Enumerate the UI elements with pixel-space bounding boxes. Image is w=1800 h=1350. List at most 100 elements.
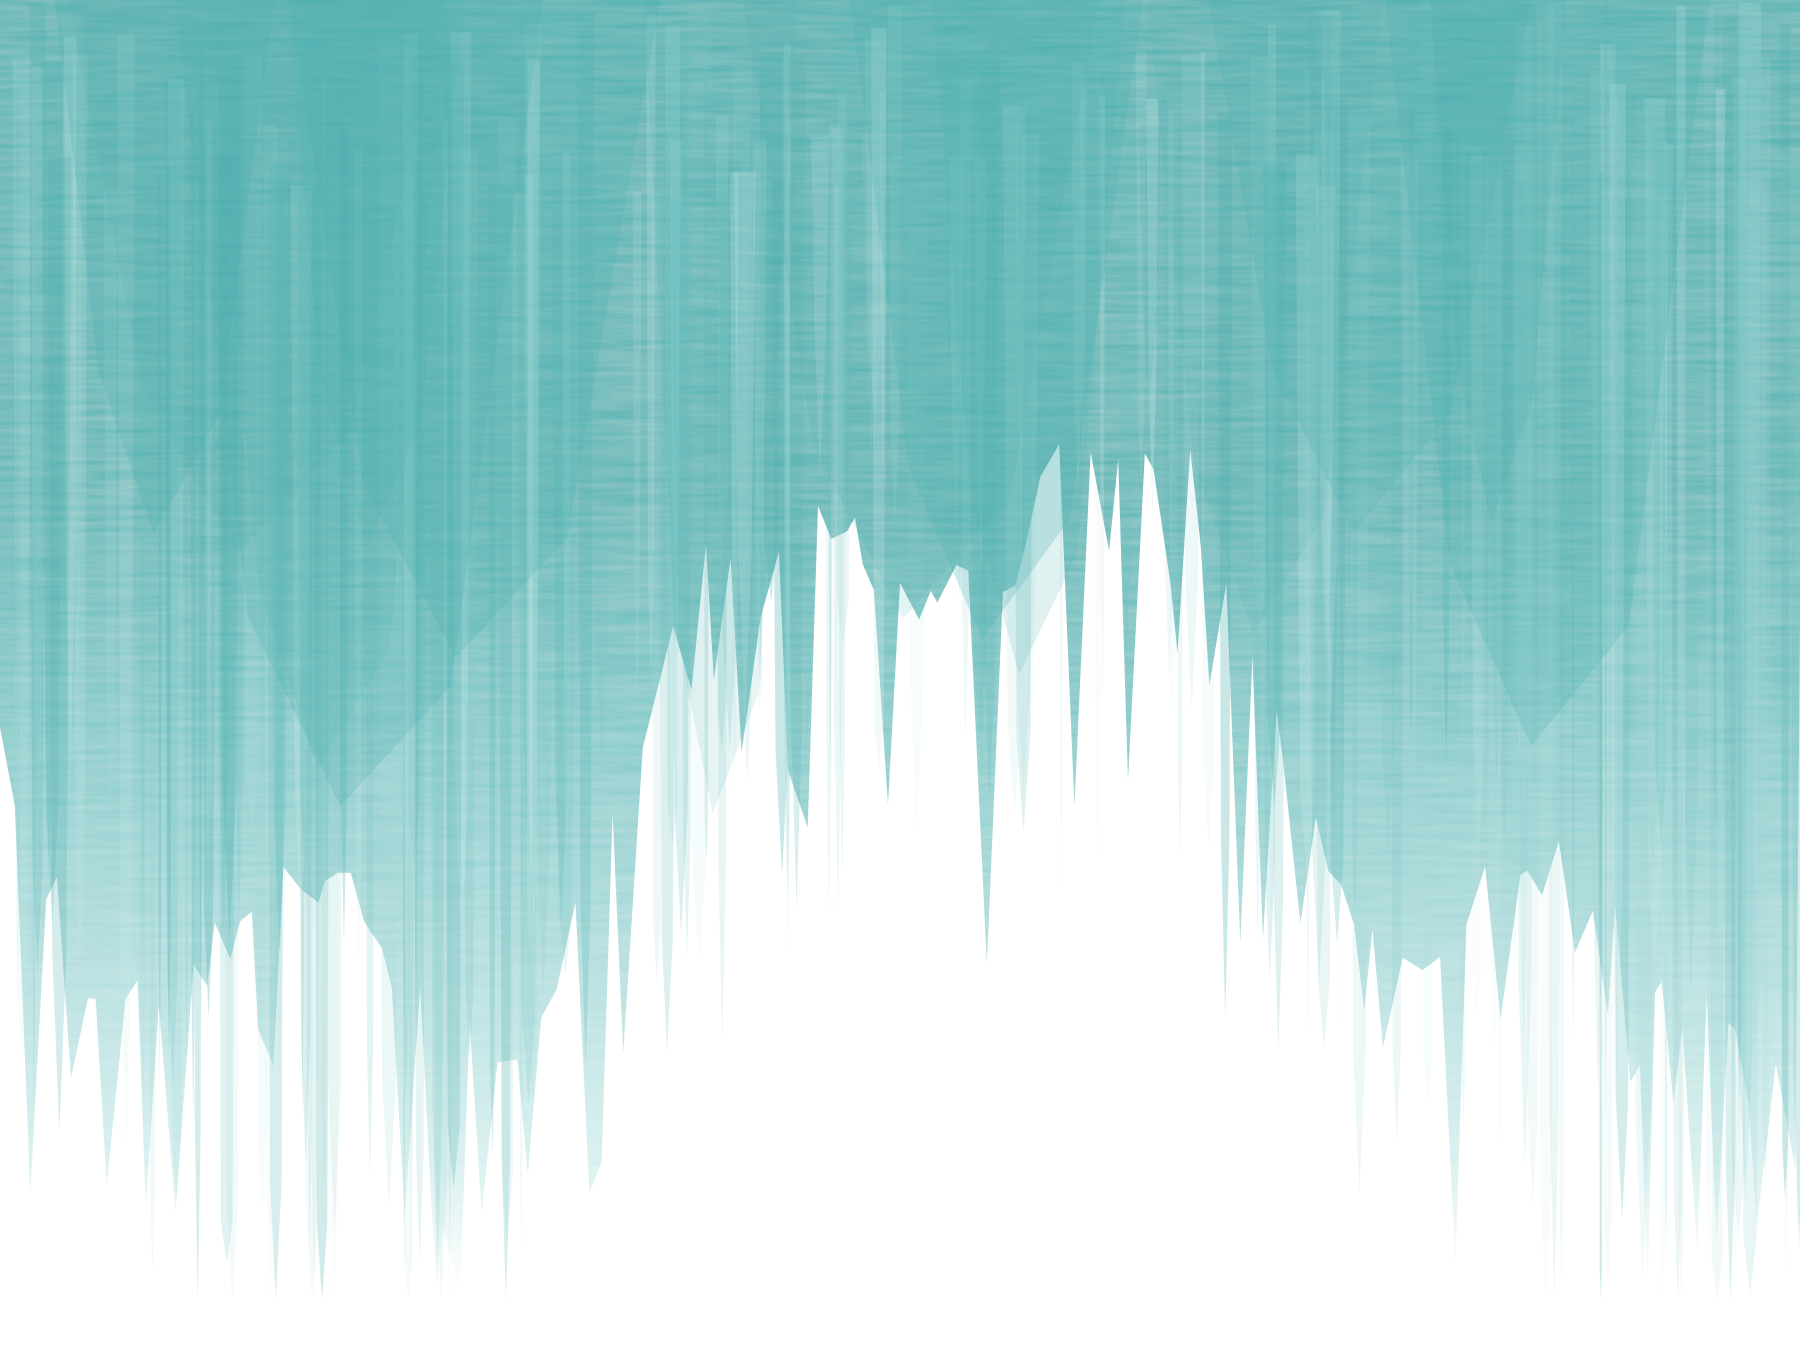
brush-streak: [1733, 77, 1746, 1135]
brush-streak: [324, 90, 345, 1235]
brush-streak: [206, 144, 216, 850]
brush-streak: [553, 23, 577, 974]
brush-streak: [1590, 70, 1607, 1096]
brush-streak: [1071, 63, 1085, 489]
brush-streak: [58, 24, 72, 636]
brush-streak: [498, 187, 514, 1300]
brush-streak: [736, 126, 759, 782]
brush-streak: [217, 165, 237, 1263]
brush-streak: [431, 30, 452, 1300]
brush-streak: [1200, 52, 1206, 598]
brush-streak: [671, 199, 689, 597]
brush-streak: [1307, 15, 1331, 979]
brush-streak: [1094, 51, 1101, 862]
brush-streak: [1316, 2, 1319, 584]
pigment-pool: [67, 0, 445, 553]
brush-streak: [204, 120, 213, 897]
brush-streak: [669, 139, 683, 558]
pigment-pool: [644, 0, 797, 814]
brush-streak: [326, 160, 341, 1300]
brush-streak: [1250, 57, 1270, 632]
brush-streak: [1733, 24, 1758, 1203]
brush-streak: [1262, 164, 1286, 809]
brush-streak: [164, 80, 181, 1087]
brush-streak: [458, 149, 478, 830]
brush-streak: [953, 87, 965, 601]
brush-streak: [989, 37, 999, 406]
brush-streak: [1612, 34, 1633, 1219]
brush-streak: [1738, 2, 1762, 1296]
brush-streak: [787, 0, 798, 676]
brush-streak: [1199, 185, 1218, 847]
brush-streak: [1177, 132, 1184, 855]
brush-streak: [1350, 132, 1359, 916]
brush-streak: [1735, 16, 1743, 1076]
brush-streak: [979, 57, 1000, 800]
brush-streak: [1336, 129, 1340, 1048]
brush-streak: [1709, 107, 1729, 844]
pigment-pool: [54, 0, 275, 534]
brush-streak: [1651, 125, 1671, 844]
brush-streak: [401, 102, 416, 1300]
brush-streak: [1441, 126, 1451, 768]
brush-streak: [498, 118, 517, 1247]
brush-streak: [510, 192, 527, 830]
brush-streak: [313, 128, 331, 1301]
brush-streak: [1139, 125, 1162, 395]
brush-streak: [403, 34, 418, 1177]
brush-streak: [31, 108, 36, 1116]
brush-streak: [1146, 99, 1159, 528]
brush-streak: [257, 28, 263, 1083]
brush-streak: [302, 138, 322, 1301]
brush-streak: [1420, 1, 1435, 1101]
brush-streak: [157, 174, 163, 1081]
pigment-pool: [286, 0, 466, 547]
brush-streak: [241, 55, 262, 836]
brush-streak: [524, 21, 542, 1109]
brush-streak: [917, 176, 921, 551]
brush-streak: [531, 145, 555, 997]
brush-streak: [1327, 74, 1339, 835]
brush-streak: [759, 57, 783, 604]
brush-streak: [1389, 193, 1404, 1145]
pigment-pool: [210, 0, 449, 770]
brush-streak: [377, 38, 401, 1204]
brush-streak: [298, 187, 314, 1167]
brush-streak: [664, 93, 685, 646]
brush-streak: [680, 45, 694, 959]
brush-streak: [954, 35, 969, 431]
brush-streak: [1609, 84, 1626, 1086]
brush-streak: [718, 158, 742, 750]
brush-streak: [946, 52, 954, 478]
brush-streak: [400, 41, 413, 1106]
brush-streak: [218, 153, 230, 938]
brush-streak: [30, 18, 39, 850]
brush-streak: [667, 189, 671, 843]
brush-streak: [1167, 108, 1175, 615]
brush-streak: [1135, 51, 1147, 486]
brush-streak: [1018, 52, 1027, 448]
brush-streak: [1181, 54, 1203, 709]
brush-streak: [1496, 179, 1504, 1148]
brush-streak: [1634, 99, 1658, 1173]
brush-streak: [1308, 156, 1316, 658]
brush-streak: [1670, 179, 1685, 1301]
brush-streak: [407, 125, 416, 1160]
brush-streak: [1558, 88, 1565, 1285]
brush-streak: [190, 113, 196, 1127]
brush-streak: [72, 52, 88, 976]
brush-streak: [734, 171, 756, 731]
brush-streak: [299, 39, 306, 1123]
brush-streak: [864, 37, 886, 426]
brush-streak: [519, 73, 524, 1253]
brush-streak: [1021, 134, 1039, 743]
brush-streak: [1514, 145, 1536, 1165]
brush-streak: [488, 187, 497, 1159]
brush-streak: [184, 146, 190, 1071]
brush-streak: [254, 192, 270, 1211]
brush-streak: [1727, 84, 1749, 1238]
brush-streak: [290, 185, 312, 927]
brush-streak: [1536, 4, 1555, 1300]
brush-streak: [732, 66, 752, 622]
